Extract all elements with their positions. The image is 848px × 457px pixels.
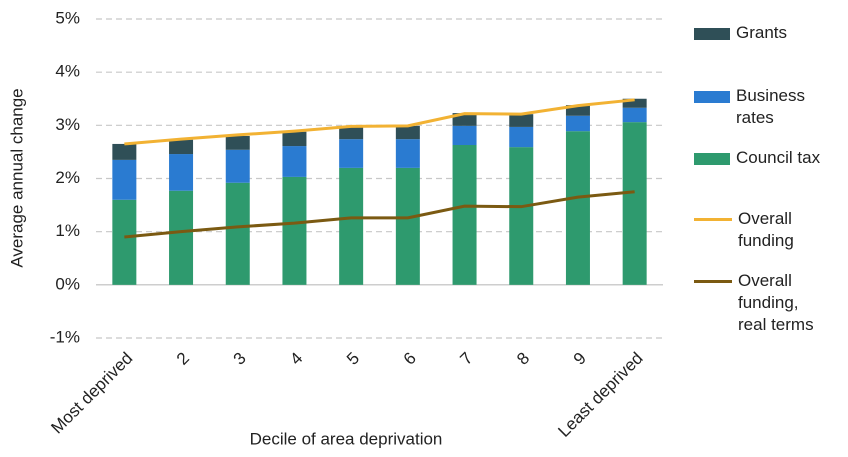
y-tick-label: 3% (55, 115, 80, 134)
bar-segment (395, 139, 420, 168)
legend-swatch (694, 28, 730, 40)
legend-swatch (694, 280, 732, 283)
legend-item: Council tax (694, 147, 846, 169)
bar-segment (112, 199, 137, 285)
x-tick-label: 5 (343, 349, 363, 369)
line-series (124, 190, 635, 239)
bar-segment (339, 167, 364, 285)
x-tick-label: 7 (456, 349, 476, 369)
x-tick-label: 9 (570, 349, 590, 369)
bar-segment (169, 154, 194, 191)
bar-segment (622, 107, 647, 123)
bar-segment (225, 182, 250, 285)
x-tick-label: 6 (400, 349, 420, 369)
legend-label: Council tax (736, 148, 821, 167)
bar-segment (282, 146, 307, 177)
legend-item: Business rates (694, 85, 821, 129)
y-tick-label: 1% (55, 221, 80, 240)
bar-segment (452, 145, 477, 285)
y-tick-label: -1% (50, 327, 80, 346)
y-tick-label: 0% (55, 274, 80, 293)
bar-segment (565, 131, 590, 285)
bar-segment (225, 149, 250, 183)
bar-segment (282, 131, 307, 147)
y-tick-label: 5% (55, 8, 80, 27)
bar-segment (339, 139, 364, 168)
legend-label: Overall funding, real terms (738, 271, 814, 334)
bar-segment (112, 159, 137, 200)
bar-segment (622, 98, 647, 108)
bar-segment (282, 176, 307, 285)
legend-item: Overall funding (694, 208, 808, 252)
bar-segment (565, 115, 590, 132)
bar-segment (622, 122, 647, 285)
x-tick-label: 4 (286, 349, 306, 369)
bar-segment (169, 139, 194, 155)
bar-segment (169, 190, 194, 285)
legend-item: Overall funding, real terms (694, 270, 830, 336)
x-tick-label: Most deprived (47, 349, 136, 438)
legend-swatch (694, 153, 730, 165)
bar-segment (509, 114, 534, 127)
y-tick-label: 4% (55, 62, 80, 81)
bar-segment (395, 167, 420, 285)
x-tick-label: 2 (173, 349, 193, 369)
legend-swatch (694, 91, 730, 103)
bar-segment (112, 143, 137, 160)
x-tick-label: Least deprived (554, 349, 646, 441)
x-axis-title: Decile of area deprivation (250, 429, 443, 448)
x-tick-label: 3 (230, 349, 250, 369)
legend-label: Business rates (736, 86, 805, 127)
bar-segment (509, 147, 534, 285)
line-series (124, 98, 635, 146)
bar-segment (452, 125, 477, 146)
bar-segment (509, 126, 534, 148)
bar-segment (339, 126, 364, 140)
bar-segment (225, 135, 250, 150)
legend-label: Overall funding (738, 209, 794, 250)
bar-segment (565, 105, 590, 116)
legend-swatch (694, 218, 732, 221)
legend-label: Grants (736, 23, 788, 42)
y-axis-title: Average annual change (7, 88, 26, 267)
y-tick-label: 2% (55, 168, 80, 187)
bar-segment (395, 125, 420, 140)
legend-item: Grants (694, 22, 846, 44)
x-tick-label: 8 (513, 349, 533, 369)
